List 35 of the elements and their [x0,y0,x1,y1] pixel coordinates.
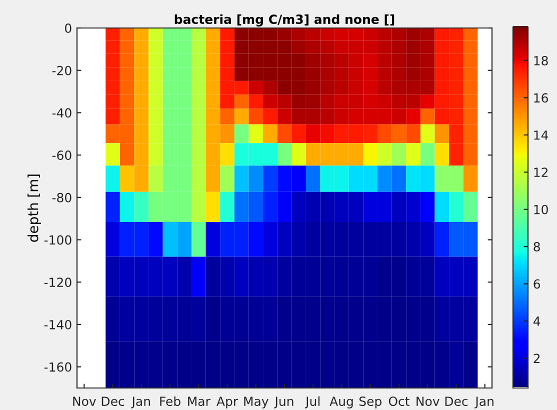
x-tick-label: May [244,396,268,408]
y-tick-label: -60 [52,150,72,160]
x-tick-label: Apr [216,396,238,408]
color-bar-label: 14 [534,130,548,140]
y-tick-label: 0 [65,23,72,33]
color-bar-label: 16 [534,93,548,103]
y-tick-label: -20 [52,66,72,76]
color-bar-label: 18 [534,56,548,66]
x-tick-label: Nov [416,396,440,406]
y-tick-label: -160 [44,362,72,372]
x-tick-label: Dec [445,396,468,406]
x-tick-label: Jan [131,396,150,408]
color-bar-label: 10 [534,204,548,214]
y-tick-label: -80 [52,192,72,202]
x-tick-label: Jan [474,396,494,408]
x-tick-label: Oct [388,396,410,406]
y-tick-label: -120 [44,278,72,288]
color-bar-label: 2 [534,354,540,363]
y-tick-label: -40 [52,108,72,118]
y-tick-label: -100 [44,235,72,245]
color-bar-label: 4 [533,316,540,326]
x-tick-label: Aug [330,396,353,408]
y-axis-title: depth [m] [28,174,41,242]
color-bar-label: 6 [534,279,540,289]
x-tick-label: Dec [102,396,124,406]
x-tick-label: Jun [274,396,294,408]
color-bar-label: 8 [534,242,540,252]
x-tick-label: Mar [188,396,210,406]
x-tick-label: Nov [73,396,96,406]
x-tick-label: Feb [160,396,180,406]
color-bar-label: 12 [534,168,548,177]
x-tick-label: Sep [359,396,382,408]
x-tick-label: Jul [304,396,320,408]
chart-title: bacteria [mg C/m3] and none [] [174,14,394,27]
y-tick-label: -140 [44,320,72,330]
